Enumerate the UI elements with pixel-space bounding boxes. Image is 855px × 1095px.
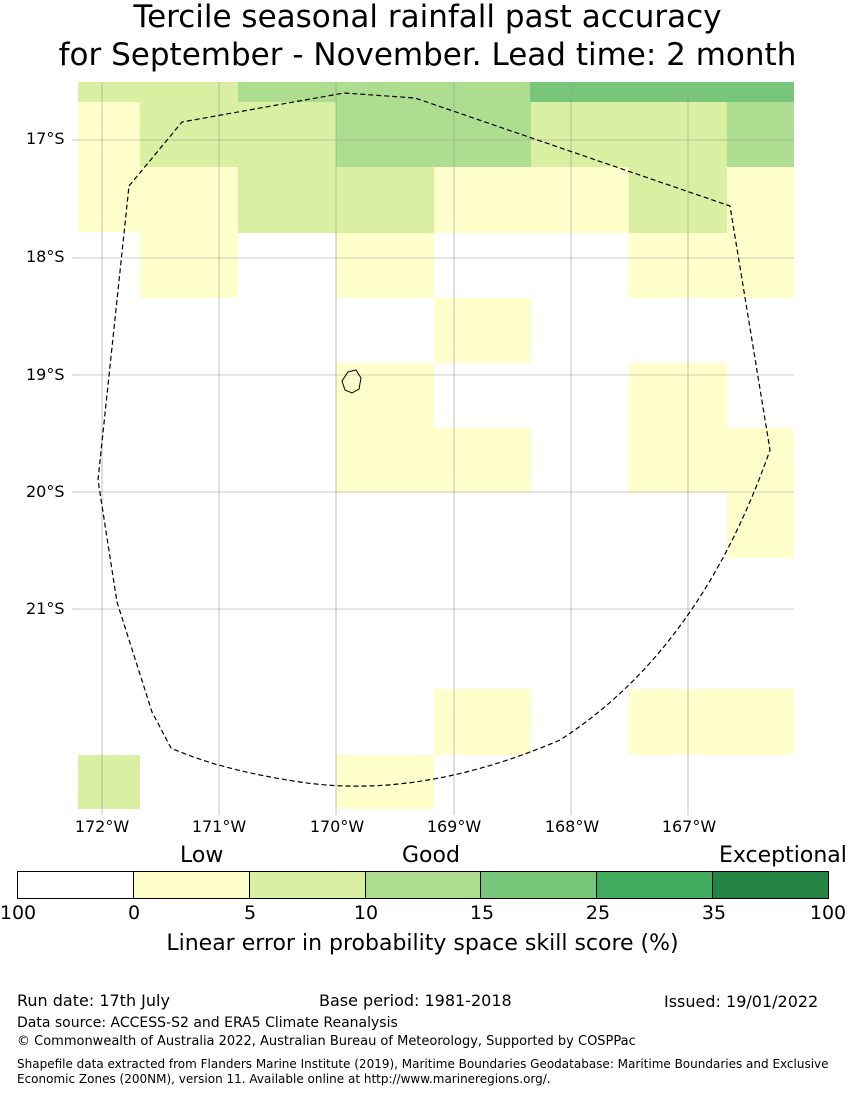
colorbar-seg-7 (713, 872, 829, 898)
colorbar-tick: 15 (469, 902, 495, 924)
data-source: Data source: ACCESS-S2 and ERA5 Climate … (17, 1015, 398, 1031)
colorbar-tick: 100 (809, 902, 847, 924)
lon-label-172w: 172°W (74, 817, 130, 836)
colorbar-seg-3 (249, 872, 366, 898)
legend-good: Good (402, 843, 460, 868)
skill-cell (434, 167, 629, 233)
colorbar-tick: 5 (243, 902, 257, 924)
lat-label-21s: 21°S (26, 599, 65, 618)
colorbar-seg-2 (133, 872, 250, 898)
colorbar (17, 871, 829, 899)
skill-cell (238, 167, 336, 233)
colorbar-seg-6 (597, 872, 714, 898)
skill-cell (78, 102, 140, 232)
lat-label-20s: 20°S (26, 482, 65, 501)
lon-label-170w: 170°W (309, 817, 365, 836)
skill-cell (336, 233, 434, 298)
colorbar-label: Linear error in probability space skill … (166, 931, 679, 956)
skill-cell (238, 82, 530, 102)
lon-label-167w: 167°W (661, 817, 717, 836)
colorbar-seg-1 (18, 872, 134, 898)
legend-exceptional: Exceptional (719, 843, 847, 868)
lon-label-168w: 168°W (544, 817, 600, 836)
skill-cell (727, 102, 794, 167)
colorbar-tick: 100 (0, 902, 37, 924)
title-line-1: Tercile seasonal rainfall past accuracy (133, 0, 722, 35)
skill-cell (434, 428, 531, 493)
skill-cell (531, 102, 727, 167)
lat-label-17s: 17°S (26, 129, 65, 148)
colorbar-tick: 25 (585, 902, 611, 924)
map (72, 82, 794, 815)
colorbar-tick: 10 (353, 902, 379, 924)
lat-label-18s: 18°S (26, 247, 65, 266)
title-line-2: for September - November. Lead time: 2 m… (58, 37, 797, 73)
skill-cell (629, 167, 727, 233)
skill-cell (434, 689, 531, 755)
skill-cell (629, 689, 794, 755)
skill-cell (727, 167, 794, 233)
skill-cell (629, 233, 794, 298)
run-date: Run date: 17th July (17, 991, 170, 1010)
colorbar-tick: 0 (127, 902, 141, 924)
skill-cell (629, 363, 727, 493)
skill-cell (140, 102, 336, 167)
shapefile-credit: Shapefile data extracted from Flanders M… (17, 1057, 829, 1086)
legend-low: Low (180, 843, 224, 868)
lat-label-19s: 19°S (26, 365, 65, 384)
skill-cell (78, 82, 238, 102)
skill-cell (336, 167, 434, 233)
skill-cell (78, 755, 140, 809)
island-outline (341, 369, 362, 394)
lon-label-169w: 169°W (426, 817, 482, 836)
colorbar-seg-5 (481, 872, 598, 898)
lon-label-171w: 171°W (191, 817, 247, 836)
skill-grid (78, 82, 794, 809)
colorbar-seg-4 (365, 872, 482, 898)
skill-cell (336, 102, 531, 167)
issued-date: Issued: 19/01/2022 (664, 992, 819, 1011)
skill-cell (530, 82, 794, 102)
skill-cell (727, 428, 794, 558)
skill-cell (140, 167, 238, 298)
skill-cell (336, 755, 434, 809)
skill-cell (336, 363, 434, 493)
eez-boundary (97, 92, 771, 787)
skill-cell (434, 298, 531, 363)
copyright: © Commonwealth of Australia 2022, Austra… (17, 1034, 636, 1049)
graticule (72, 82, 794, 815)
colorbar-tick: 35 (701, 902, 727, 924)
base-period: Base period: 1981-2018 (319, 991, 512, 1010)
